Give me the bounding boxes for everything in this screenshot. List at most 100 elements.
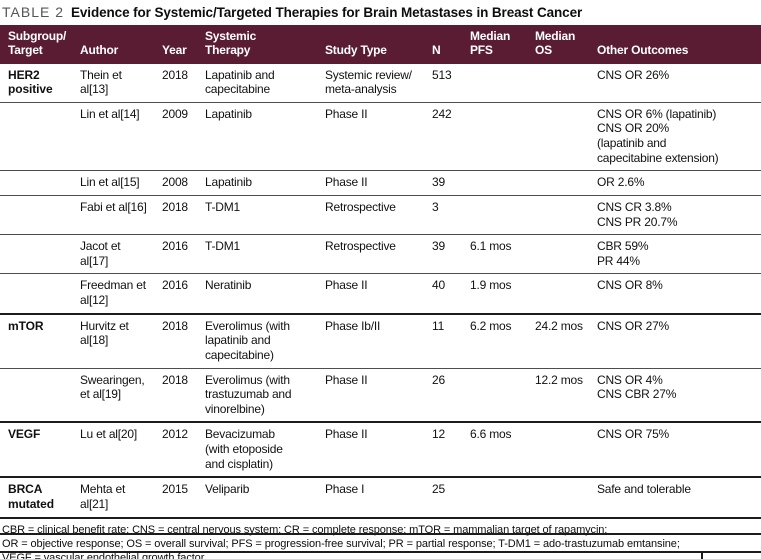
cell-median-pfs: 6.2 mos xyxy=(470,318,512,333)
cell-therapy: Everolimus (with trastuzumab and vinorel… xyxy=(205,372,292,416)
cell-other-outcomes: CNS OR 6% (lapatinib) CNS OR 20% (lapati… xyxy=(597,106,719,165)
cell-therapy: Everolimus (with lapatinib and capecitab… xyxy=(205,318,290,362)
abbreviations-footnote: CBR = clinical benefit rate; CNS = centr… xyxy=(0,516,761,559)
column-divider-tick xyxy=(701,551,703,559)
bottom-rule-lower xyxy=(0,551,761,553)
cell-median-os xyxy=(535,477,597,516)
table-number-label: TABLE 2 xyxy=(2,4,64,20)
cell-study-type: Phase II xyxy=(325,372,368,387)
table-row: Fabi et al[16] 2018 T-DM1 Retrospective … xyxy=(0,195,761,234)
cell-other-outcomes: CNS OR 26% xyxy=(597,67,670,82)
table-row: Swearingen, et al[19] 2018 Everolimus (w… xyxy=(0,368,761,422)
cell-n: 40 xyxy=(432,278,445,293)
cell-study-type: Phase II xyxy=(325,278,368,293)
cell-n: 12 xyxy=(432,427,445,442)
cell-median-pfs xyxy=(470,171,535,196)
cell-therapy: Lapatinib xyxy=(205,175,252,190)
cell-subgroup xyxy=(0,274,80,314)
col-header-systemic-therapy: Systemic Therapy xyxy=(205,25,325,64)
cell-other-outcomes: CNS OR 75% xyxy=(597,427,670,442)
col-header-year: Year xyxy=(162,25,205,64)
cell-study-type: Phase I xyxy=(325,482,365,497)
cell-median-pfs xyxy=(470,102,535,171)
cell-author: Swearingen, et al[19] xyxy=(80,372,145,402)
cell-therapy: Neratinib xyxy=(205,278,252,293)
cell-study-type: Phase Ib/II xyxy=(325,318,381,333)
cell-subgroup: HER2 positive xyxy=(8,67,53,97)
cell-median-os: 24.2 mos xyxy=(535,318,583,333)
bottom-rule-upper xyxy=(0,533,761,535)
cell-median-os xyxy=(535,235,597,274)
cell-author: Jacot et al[17] xyxy=(80,239,121,268)
cell-year: 2016 xyxy=(162,278,188,293)
cell-year: 2018 xyxy=(162,199,188,214)
cell-year: 2018 xyxy=(162,318,188,333)
col-header-study-type: Study Type xyxy=(325,25,432,64)
cell-median-os: 12.2 mos xyxy=(535,372,583,387)
cell-year: 2008 xyxy=(162,175,188,190)
cell-other-outcomes: CNS OR 8% xyxy=(597,278,663,293)
col-header-subgroup-target: Subgroup/ Target xyxy=(0,25,80,64)
cell-author: Lin et al[15] xyxy=(80,175,140,190)
cell-other-outcomes: OR 2.6% xyxy=(597,175,645,190)
cell-median-os xyxy=(535,64,597,103)
col-header-other-outcomes: Other Outcomes xyxy=(597,25,761,64)
cell-median-pfs: 6.1 mos xyxy=(470,239,512,254)
cell-median-pfs: 1.9 mos xyxy=(470,278,512,293)
cell-median-pfs xyxy=(470,64,535,103)
cell-subgroup xyxy=(0,102,80,171)
table-row: Jacot et al[17] 2016 T-DM1 Retrospective… xyxy=(0,234,761,274)
cell-median-os xyxy=(535,274,597,314)
cell-therapy: T-DM1 xyxy=(205,199,241,214)
cell-subgroup xyxy=(0,235,80,274)
col-header-author: Author xyxy=(80,25,162,64)
col-header-median-os: Median OS xyxy=(535,25,597,64)
table-row: Lin et al[14] 2009 Lapatinib Phase II 24… xyxy=(0,102,761,171)
cell-n: 26 xyxy=(432,372,445,387)
cell-median-os xyxy=(535,195,597,234)
cell-n: 242 xyxy=(432,106,452,121)
table-row: mTOR Hurvitz et al[18] 2018 Everolimus (… xyxy=(0,313,761,368)
cell-therapy: Lapatinib and capecitabine xyxy=(205,67,275,97)
cell-subgroup: VEGF xyxy=(8,427,41,442)
table-row: Freedman et al[12] 2016 Neratinib Phase … xyxy=(0,273,761,314)
cell-median-pfs: 6.6 mos xyxy=(470,427,512,442)
cell-other-outcomes: CNS CR 3.8% CNS PR 20.7% xyxy=(597,199,678,229)
cell-author: Lin et al[14] xyxy=(80,106,140,121)
col-header-n: N xyxy=(432,25,470,64)
cell-study-type: Retrospective xyxy=(325,199,396,214)
cell-therapy: Veliparib xyxy=(205,482,250,497)
cell-author: Fabi et al[16] xyxy=(80,199,147,214)
cell-study-type: Phase II xyxy=(325,175,368,190)
cell-subgroup: mTOR xyxy=(8,318,44,333)
cell-median-os xyxy=(535,422,597,477)
cell-therapy: Lapatinib xyxy=(205,106,252,121)
cell-subgroup xyxy=(0,171,80,196)
cell-other-outcomes: CBR 59% PR 44% xyxy=(597,239,649,268)
cell-year: 2015 xyxy=(162,482,188,497)
cell-year: 2009 xyxy=(162,106,188,121)
cell-n: 39 xyxy=(432,175,445,190)
cell-n: 513 xyxy=(432,67,452,82)
cell-study-type: Systemic review/ meta-analysis xyxy=(325,67,412,97)
cell-n: 25 xyxy=(432,482,445,497)
table-row: HER2 positive Thein et al[13] 2018 Lapat… xyxy=(0,64,761,103)
cell-year: 2018 xyxy=(162,372,188,387)
cell-author: Freedman et al[12] xyxy=(80,278,146,308)
cell-other-outcomes: Safe and tolerable xyxy=(597,482,691,497)
cell-author: Lu et al[20] xyxy=(80,427,137,442)
cell-year: 2012 xyxy=(162,427,188,442)
cell-therapy: Bevacizumab (with etoposide and cisplati… xyxy=(205,427,283,471)
cell-study-type: Phase II xyxy=(325,106,368,121)
cell-subgroup: BRCA mutated xyxy=(8,482,54,511)
cell-other-outcomes: CNS OR 27% xyxy=(597,318,670,333)
cell-therapy: T-DM1 xyxy=(205,239,241,254)
cell-median-pfs xyxy=(470,368,535,422)
cell-median-os xyxy=(535,171,597,196)
cell-author: Hurvitz et al[18] xyxy=(80,318,129,348)
table-row: BRCA mutated Mehta et al[21] 2015 Velipa… xyxy=(0,477,761,516)
table-title: Evidence for Systemic/Targeted Therapies… xyxy=(71,5,583,20)
cell-year: 2018 xyxy=(162,67,188,82)
table-row: Lin et al[15] 2008 Lapatinib Phase II 39… xyxy=(0,170,761,196)
